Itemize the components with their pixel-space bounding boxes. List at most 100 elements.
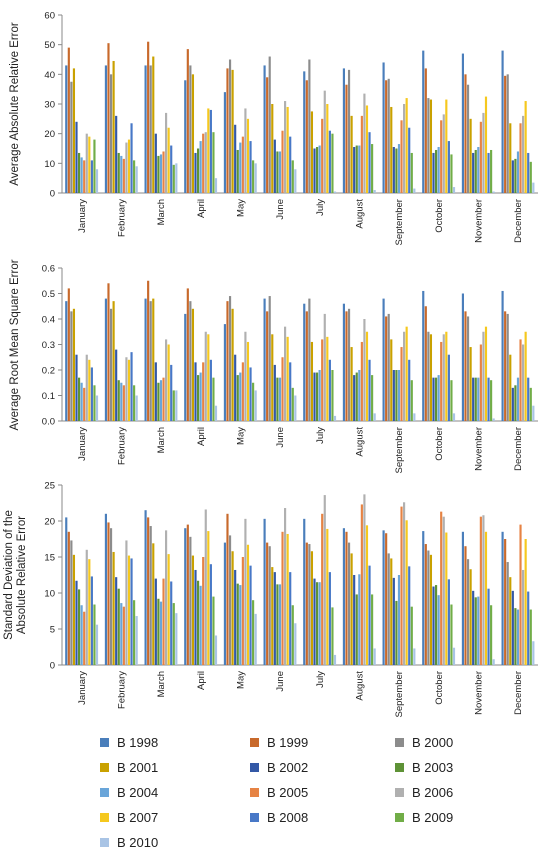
bar-b-2009-september (410, 380, 413, 421)
bar-b-2005-march (162, 151, 165, 193)
bar-b-2007-january (88, 136, 91, 193)
bar-b-2006-october (442, 516, 445, 665)
x-tick-label: May (236, 671, 247, 689)
bar-b-2003-september (395, 148, 398, 193)
bar-b-2010-december (532, 182, 535, 193)
bar-b-2010-august (373, 648, 376, 665)
bar-b-2004-march (159, 154, 163, 193)
bar-b-1999-january (67, 531, 70, 665)
bar-b-2010-june (294, 395, 297, 421)
y-tick-label: 0.6 (42, 264, 55, 275)
bar-b-2009-december (529, 161, 532, 193)
bar-b-2005-november (479, 344, 482, 421)
bar-b-2001-march (152, 298, 155, 421)
bar-b-2007-september (405, 98, 408, 193)
bar-b-2002-august (353, 147, 356, 193)
bar-b-2004-march (159, 601, 163, 665)
bar-b-2005-october (440, 511, 443, 665)
legend-item-b-2002: B 2002 (250, 760, 308, 775)
bar-b-2005-december (519, 123, 522, 193)
bar-b-1998-august (342, 528, 345, 665)
bar-b-2000-june (268, 56, 271, 193)
legend-item-b-2007: B 2007 (100, 810, 158, 825)
bar-b-2002-april (194, 152, 197, 193)
bar-b-2007-december (524, 539, 527, 665)
bar-b-2007-february (127, 359, 131, 421)
bar-b-2003-january (77, 152, 81, 193)
bar-b-2008-november (487, 377, 490, 421)
bar-b-1998-december (501, 290, 504, 421)
bar-b-2007-august (365, 105, 369, 193)
bar-b-2009-july (331, 133, 334, 193)
bar-b-2004-january (80, 605, 83, 665)
bar-b-2002-december (511, 160, 514, 193)
bar-b-2002-june (273, 139, 276, 193)
bar-b-1998-february (104, 513, 107, 665)
y-tick-label: 0 (50, 189, 55, 200)
bar-b-2002-august (353, 375, 356, 421)
bar-b-2010-april (214, 635, 218, 665)
x-tick-label: February (117, 427, 128, 465)
bar-b-2008-june (289, 136, 292, 193)
bar-b-2009-december (529, 609, 532, 665)
bar-b-2004-may (239, 585, 242, 665)
bar-b-2008-august (368, 132, 371, 193)
bar-b-2001-november (469, 118, 472, 193)
bar-b-2007-february (127, 139, 131, 193)
bar-b-2009-february (133, 385, 136, 421)
bar-b-2004-august (358, 574, 361, 665)
x-tick-label: December (513, 671, 524, 715)
x-tick-label: November (474, 199, 485, 243)
legend-swatch (395, 738, 404, 747)
x-tick-label: December (513, 427, 524, 471)
bar-b-2006-september (403, 104, 406, 193)
bar-b-2008-may (249, 367, 252, 421)
bar-b-2008-january (90, 576, 93, 665)
bar-b-2006-august (363, 494, 366, 665)
bar-b-2007-december (524, 331, 527, 421)
bar-b-2003-september (395, 370, 398, 421)
bar-b-2006-april (204, 331, 207, 421)
x-tick-label: June (275, 671, 286, 692)
bar-b-2001-april (191, 308, 195, 421)
bar-b-1998-august (342, 68, 345, 193)
bar-b-2000-january (70, 540, 73, 665)
bar-b-2007-march (167, 554, 170, 665)
x-tick-label: September (394, 199, 405, 245)
bar-b-2008-april (209, 109, 212, 193)
bar-b-2003-may (236, 583, 239, 665)
bar-b-2000-april (189, 65, 192, 193)
bar-b-2003-april (196, 148, 200, 193)
bar-b-1998-september (382, 298, 385, 421)
y-axis-label: Standard Deviation of theAbsolute Relati… (3, 510, 28, 640)
bar-b-2010-september (413, 648, 416, 665)
bar-b-2005-july (321, 118, 324, 193)
bar-b-2008-april (209, 564, 212, 665)
bar-b-2000-march (149, 65, 152, 193)
legend-label: B 2004 (117, 785, 159, 800)
bar-b-2008-august (368, 359, 371, 421)
bar-b-2004-march (159, 380, 163, 421)
legend-label: B 2003 (412, 760, 454, 775)
bar-b-1998-june (263, 65, 266, 193)
bar-b-2006-december (522, 115, 525, 193)
bar-b-2003-february (117, 380, 120, 421)
bar-b-2008-february (130, 558, 133, 665)
bar-b-2005-april (202, 133, 205, 193)
bar-b-2001-june (271, 104, 274, 193)
bar-b-2009-july (331, 607, 334, 665)
bar-b-2005-march (162, 578, 165, 665)
bar-b-2009-november (490, 380, 493, 421)
legend-swatch (395, 788, 404, 797)
x-tick-label: February (117, 671, 128, 709)
bar-b-2006-november (482, 112, 485, 193)
bar-b-2004-january (80, 157, 83, 193)
bar-b-1999-october (424, 544, 427, 665)
bar-b-2003-march (157, 598, 160, 665)
bar-b-2009-may (252, 600, 255, 665)
bar-b-2007-february (127, 555, 131, 665)
bar-b-1998-february (104, 298, 107, 421)
bar-b-2005-may (241, 136, 244, 193)
bar-b-2002-january (75, 354, 78, 421)
bar-b-2005-january (83, 387, 86, 421)
